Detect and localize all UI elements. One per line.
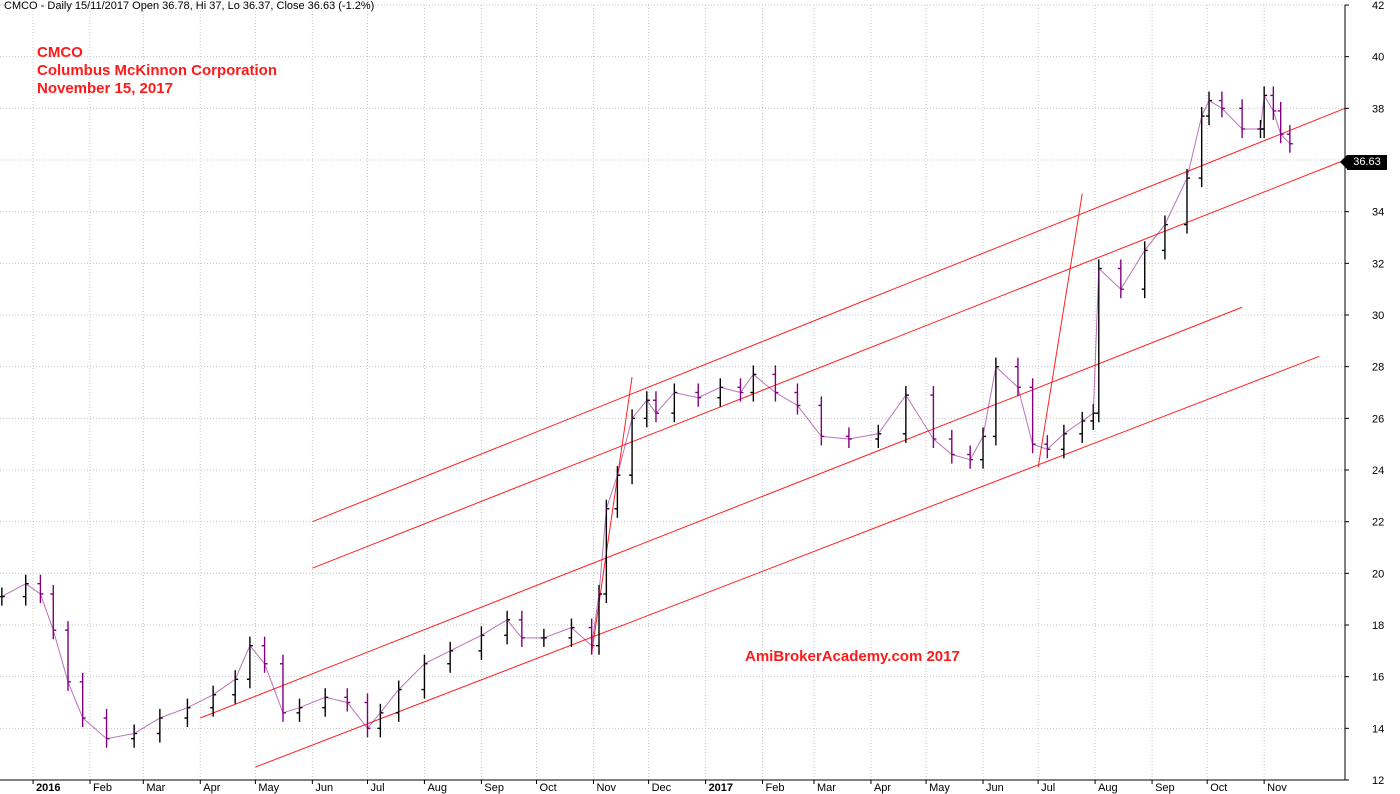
x-tick-label: Oct — [540, 782, 557, 794]
y-tick-label: 34 — [1372, 207, 1384, 219]
x-tick-label: Apr — [203, 782, 220, 794]
x-tick-label: Jul — [1041, 782, 1055, 794]
x-tick-label: Sep — [484, 782, 504, 794]
x-tick-label: Feb — [93, 782, 112, 794]
x-tick-label: 2017 — [709, 782, 733, 794]
y-tick-label: 24 — [1372, 465, 1384, 477]
date-label: November 15, 2017 — [37, 80, 173, 97]
y-tick-label: 32 — [1372, 258, 1384, 270]
x-tick-label: Mar — [146, 782, 165, 794]
y-tick-label: 12 — [1372, 775, 1384, 787]
channel-line — [312, 159, 1346, 569]
close-line — [1, 93, 1291, 740]
y-tick-label: 18 — [1372, 620, 1384, 632]
last-price-badge: 36.63 — [1340, 155, 1387, 170]
chart-annotation: CMCO Columbus McKinnon Corporation Novem… — [37, 44, 277, 98]
grid-lines — [0, 4, 1345, 781]
x-tick-label: Feb — [766, 782, 785, 794]
x-tick-label: Jun — [315, 782, 333, 794]
y-tick-label: 22 — [1372, 517, 1384, 529]
y-axis: 12141618202224262830323436384042 — [1344, 0, 1384, 787]
x-tick-label: Dec — [652, 782, 672, 794]
x-tick-label: May — [929, 782, 950, 794]
x-tick-label: Jul — [370, 782, 384, 794]
x-tick-label: Nov — [596, 782, 616, 794]
y-tick-label: 30 — [1372, 310, 1384, 322]
x-axis: 2016 Feb Mar Apr May Jun Jul Aug Sep Oct Nov Dec 201… — [0, 779, 1345, 794]
y-tick-label: 40 — [1372, 52, 1384, 64]
price-bars — [0, 86, 1293, 748]
trend-channel-lines — [200, 107, 1346, 768]
channel-line — [1037, 193, 1083, 468]
y-tick-label: 20 — [1372, 568, 1384, 580]
x-tick-label: Aug — [1098, 782, 1118, 794]
y-tick-label: 26 — [1372, 413, 1384, 425]
x-tick-label: Nov — [1267, 782, 1287, 794]
x-tick-label: May — [258, 782, 279, 794]
x-tick-label: Aug — [427, 782, 447, 794]
y-tick-label: 38 — [1372, 103, 1384, 115]
y-tick-label: 42 — [1372, 0, 1384, 12]
x-tick-label: Apr — [874, 782, 891, 794]
channel-line — [312, 107, 1346, 523]
channel-line — [255, 355, 1320, 768]
x-tick-label: Jun — [986, 782, 1004, 794]
x-tick-label: Sep — [1155, 782, 1175, 794]
company-label: Columbus McKinnon Corporation — [37, 62, 277, 79]
x-tick-label: Mar — [817, 782, 836, 794]
ticker-label: CMCO — [37, 44, 83, 61]
x-tick-label: Oct — [1210, 782, 1227, 794]
y-tick-label: 16 — [1372, 672, 1384, 684]
y-tick-label: 14 — [1372, 723, 1384, 735]
chart-header: CMCO - Daily 15/11/2017 Open 36.78, Hi 3… — [4, 0, 375, 12]
y-tick-label: 28 — [1372, 362, 1384, 374]
x-tick-label: 2016 — [36, 782, 60, 794]
channel-line — [200, 306, 1243, 719]
watermark-label: AmiBrokerAcademy.com 2017 — [745, 648, 960, 665]
